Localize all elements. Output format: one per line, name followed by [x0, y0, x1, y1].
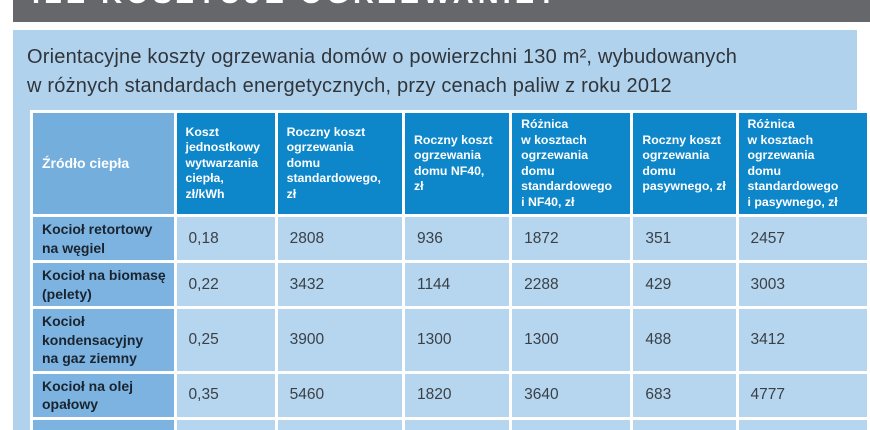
cell-value: 1144: [401, 260, 513, 309]
cell-value: 488: [630, 306, 739, 374]
intro-line-2: w różnych standardach energetycznych, pr…: [27, 74, 672, 97]
column-header-unit-cost: Koszt jednostkowy wytwarzania ciepła, zł…: [173, 110, 278, 217]
cell-value: 1820: [401, 370, 513, 420]
cell-value: 3900: [274, 306, 405, 374]
cell-value: 4777: [735, 370, 870, 420]
row-label: Kocioł na olej opałowy: [30, 370, 177, 420]
cell-value: 780: [630, 416, 739, 430]
table-row: Kocioł na olej opałowy 0,35 5460 1820 36…: [30, 370, 870, 420]
column-header-heat-source: Źródło ciepła: [30, 110, 177, 217]
row-label: Kocioł na biomasę (pelety): [30, 260, 177, 309]
intro-line-1: Orientacyjne koszty ogrzewania domów o p…: [27, 46, 738, 68]
cell-value: 0,18: [173, 214, 278, 263]
table-row: Kocioł na biomasę (pelety) 0,22 3432 114…: [30, 260, 870, 309]
row-label: Kocioł kondensacyjny na gaz ziemny: [30, 306, 177, 374]
cell-value: 1872: [509, 214, 634, 263]
column-header-diff-standard-passive: Różnica w kosztach ogrzewania domu stand…: [735, 110, 870, 217]
cell-value: 0,22: [173, 260, 278, 309]
cell-value: 3432: [274, 260, 405, 309]
cell-value: 3640: [509, 370, 634, 420]
content-panel: Orientacyjne koszty ogrzewania domów o p…: [13, 30, 870, 430]
cell-value: 5460: [735, 416, 870, 430]
column-header-diff-standard-nf40: Różnica w kosztach ogrzewania domu stand…: [509, 110, 634, 217]
cell-value: 2808: [274, 214, 405, 263]
cell-value: 5460: [274, 370, 405, 420]
cell-value: 1300: [401, 306, 513, 374]
cell-value: 0,25: [173, 306, 278, 374]
cell-value: 3412: [735, 306, 870, 374]
cell-value: 2457: [735, 214, 870, 263]
column-header-standard-annual: Roczny koszt ogrzewania domu standardowe…: [274, 110, 405, 217]
cell-value: 1300: [509, 306, 634, 374]
cell-value: 429: [630, 260, 739, 309]
page-title: ILE KOSZTUJE OGRZEWANIE?: [32, 0, 560, 11]
column-header-passive-annual: Roczny koszt ogrzewania domu pasywnego, …: [630, 110, 739, 217]
cell-value: 4160: [509, 416, 634, 430]
cell-value: 2288: [509, 260, 634, 309]
table-row: Kocioł kondensacyjny na gaz ziemny 0,25 …: [30, 306, 870, 374]
table-row: Kocioł retortowy na węgiel 0,18 2808 936…: [30, 214, 870, 263]
table-row: Kocioł na gaz 0,40 6240 2080 4160 780 54…: [30, 416, 870, 430]
cell-value: 0,40: [173, 416, 278, 430]
cell-value: 936: [401, 214, 513, 263]
cell-value: 0,35: [173, 370, 278, 420]
header-row: Źródło ciepła Koszt jednostkowy wytwarza…: [30, 110, 870, 217]
cell-value: 6240: [274, 416, 405, 430]
intro-text: Orientacyjne koszty ogrzewania domów o p…: [27, 43, 857, 100]
column-header-nf40-annual: Roczny koszt ogrzewania domu NF40, zł: [401, 110, 513, 217]
cell-value: 2080: [401, 416, 513, 430]
title-bar: ILE KOSZTUJE OGRZEWANIE?: [13, 0, 870, 22]
row-label: Kocioł retortowy na węgiel: [30, 214, 177, 263]
cell-value: 683: [630, 370, 739, 420]
cell-value: 3003: [735, 260, 870, 309]
row-label: Kocioł na gaz: [30, 416, 177, 430]
cell-value: 351: [630, 214, 739, 263]
heating-costs-table: Źródło ciepła Koszt jednostkowy wytwarza…: [30, 110, 870, 430]
